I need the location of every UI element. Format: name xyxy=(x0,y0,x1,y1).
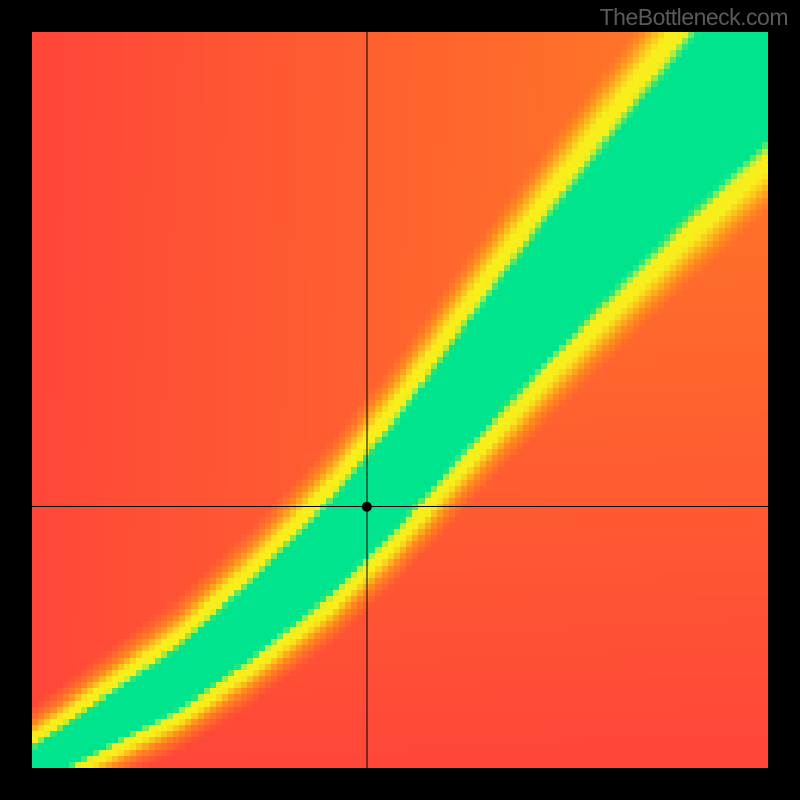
watermark-text: TheBottleneck.com xyxy=(600,4,788,31)
chart-frame: TheBottleneck.com xyxy=(0,0,800,800)
bottleneck-heatmap xyxy=(32,32,768,768)
